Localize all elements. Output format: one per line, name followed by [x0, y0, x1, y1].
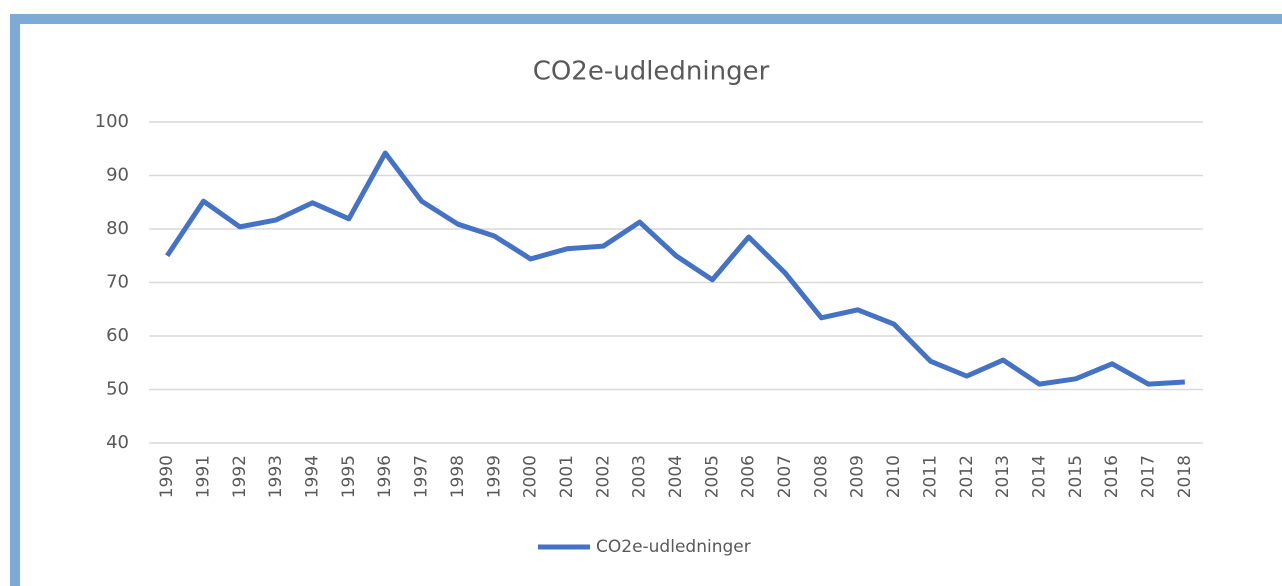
line	[165, 150, 1185, 387]
y-tick-label: 70	[106, 272, 129, 293]
x-tick-label: 2015	[1066, 455, 1086, 498]
x-tick-label: 1997	[412, 455, 432, 498]
x-tick-label: 1992	[230, 455, 250, 498]
chart-title: CO2e-udledninger	[533, 57, 770, 87]
x-tick-label: 2009	[848, 455, 868, 498]
y-tick-label: 40	[106, 432, 129, 453]
y-tick-label: 90	[106, 165, 129, 186]
x-tick-label: 2007	[775, 455, 795, 498]
x-tick-label: 2016	[1102, 455, 1122, 498]
frame	[10, 14, 1282, 586]
x-tick-label: 1995	[339, 455, 359, 498]
y-tick-label: 60	[106, 325, 129, 346]
y-tick-label: 100	[95, 111, 129, 132]
x-tick-label: 2008	[811, 455, 831, 498]
x-tick-label: 2012	[957, 455, 977, 498]
x-tick-label: 1996	[375, 455, 395, 498]
x-tick-label: 1990	[157, 455, 177, 498]
x-tick-label: 2005	[702, 455, 722, 498]
x-tick-label: 2011	[920, 455, 940, 498]
x-tick-label: 1994	[303, 455, 323, 498]
x-tick-label: 2001	[557, 455, 577, 498]
x-tick-label: 2006	[739, 455, 759, 498]
legend-label: CO2e-udledninger	[596, 537, 751, 557]
x-tick-label: 2010	[884, 455, 904, 498]
x-tick-label: 2018	[1175, 455, 1195, 498]
x-tick-label: 1993	[266, 455, 286, 498]
x-tick-label: 2003	[630, 455, 650, 498]
x-tick-label: 1999	[484, 455, 504, 498]
x-tick-label: 2000	[521, 455, 541, 498]
x-tick-label: 2014	[1029, 455, 1049, 498]
x-tick-label: 2013	[993, 455, 1013, 498]
y-tick-label: 80	[106, 218, 129, 239]
x-tick-label: 2002	[593, 455, 613, 498]
x-tick-label: 1998	[448, 455, 468, 498]
x-tick-label: 1991	[194, 455, 214, 498]
x-tick-label: 2017	[1138, 455, 1158, 498]
y-tick-label: 50	[106, 379, 129, 400]
x-tick-label: 2004	[666, 455, 686, 498]
